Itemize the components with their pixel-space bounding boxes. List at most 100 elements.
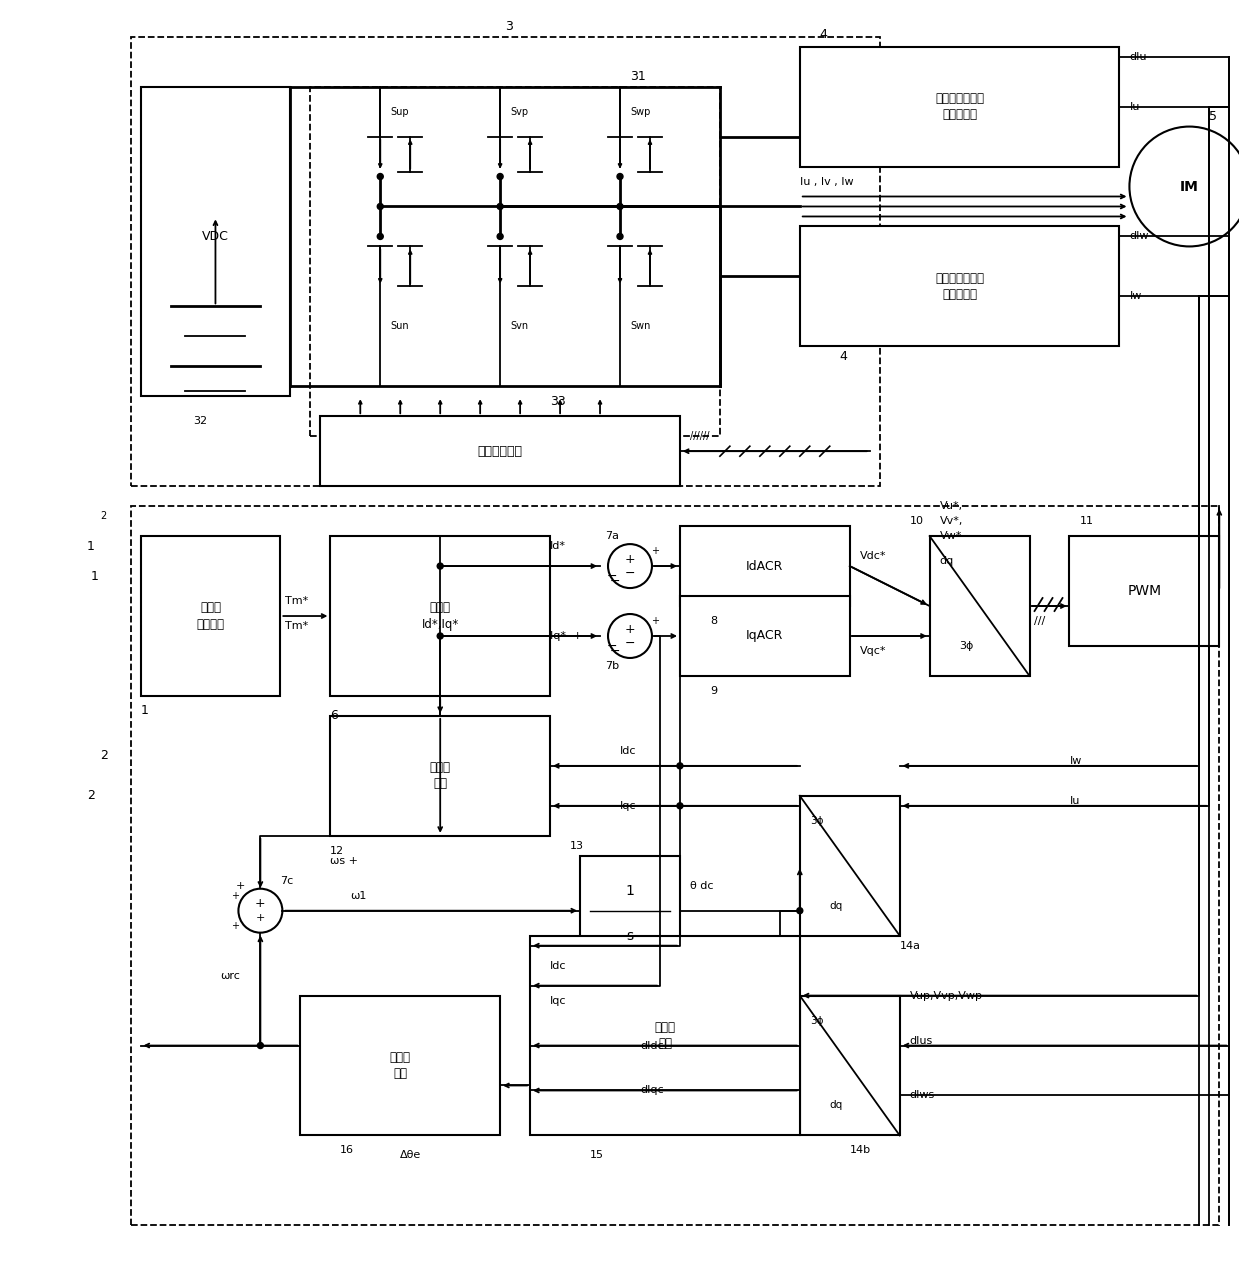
Text: ///: ///	[1034, 617, 1045, 625]
Text: Vw*: Vw*	[940, 532, 962, 541]
Text: Iu , Iv , Iw: Iu , Iv , Iw	[800, 176, 853, 186]
Text: dq: dq	[830, 900, 843, 910]
Text: 3: 3	[505, 20, 513, 33]
Text: 1: 1	[625, 884, 635, 898]
Text: 2: 2	[100, 749, 108, 762]
Text: +: +	[651, 546, 658, 556]
Text: 7c: 7c	[280, 876, 294, 886]
Text: 7a: 7a	[605, 532, 619, 541]
Text: 15: 15	[590, 1151, 604, 1161]
Bar	[800, 796, 900, 936]
Circle shape	[797, 908, 802, 914]
Circle shape	[377, 173, 383, 180]
Text: 3ϕ: 3ϕ	[810, 815, 823, 825]
Text: 产生器: 产生器	[430, 601, 450, 614]
Bar	[300, 995, 500, 1136]
Text: Iqc: Iqc	[551, 995, 567, 1005]
Text: Idc: Idc	[551, 961, 567, 971]
Bar	[930, 536, 1029, 676]
Bar	[680, 527, 849, 606]
Text: +: +	[255, 898, 265, 910]
Text: 速度: 速度	[393, 1067, 407, 1080]
Text: 31: 31	[630, 70, 646, 84]
Text: 13: 13	[570, 841, 584, 851]
Text: +: +	[236, 881, 246, 891]
Text: Id*,Iq*: Id*,Iq*	[422, 618, 459, 630]
Text: θ dc: θ dc	[689, 881, 713, 891]
Circle shape	[497, 173, 503, 180]
Text: −: −	[625, 567, 635, 580]
Text: Iq*  +: Iq* +	[551, 630, 583, 641]
Text: 14b: 14b	[849, 1146, 870, 1156]
Text: +: +	[625, 552, 635, 566]
Bar	[140, 536, 280, 696]
Circle shape	[377, 233, 383, 239]
Text: +: +	[651, 617, 658, 625]
Text: Vv*,: Vv*,	[940, 517, 963, 527]
Circle shape	[618, 173, 622, 180]
Text: dq: dq	[940, 556, 954, 566]
Bar	[800, 47, 1120, 167]
Circle shape	[677, 763, 683, 768]
Text: 估计器: 估计器	[655, 1020, 676, 1034]
Text: PWM: PWM	[1127, 584, 1162, 598]
Text: Idc: Idc	[620, 746, 636, 756]
Text: dIw: dIw	[1130, 232, 1149, 242]
Text: 5: 5	[1209, 110, 1218, 123]
Text: 10: 10	[910, 517, 924, 527]
Text: 产生器: 产生器	[200, 601, 221, 614]
Text: +: +	[232, 891, 239, 900]
Bar	[320, 417, 680, 486]
Bar	[531, 936, 800, 1136]
Text: Vu*,: Vu*,	[940, 501, 962, 511]
Text: dIqc: dIqc	[640, 1085, 663, 1095]
Text: 9: 9	[709, 686, 717, 696]
Circle shape	[618, 233, 622, 239]
Text: IM: IM	[1180, 180, 1199, 194]
Bar	[1069, 536, 1219, 646]
Text: −: −	[610, 575, 620, 587]
Text: dIdc: dIdc	[640, 1041, 663, 1051]
Text: 转差: 转差	[433, 777, 448, 790]
Text: Svn: Svn	[510, 322, 528, 332]
Text: Iu: Iu	[1069, 796, 1080, 806]
Text: Sup: Sup	[391, 106, 409, 116]
Text: 11: 11	[1080, 517, 1094, 527]
Circle shape	[497, 233, 503, 239]
Text: Sun: Sun	[391, 322, 409, 332]
Text: 3ϕ: 3ϕ	[810, 1015, 823, 1025]
Circle shape	[608, 544, 652, 587]
Text: 33: 33	[551, 395, 565, 408]
Text: Iqc: Iqc	[620, 801, 636, 810]
Text: dq: dq	[830, 1100, 843, 1110]
Bar	[680, 596, 849, 676]
Text: ω1: ω1	[351, 891, 367, 900]
Bar	[800, 227, 1120, 347]
Text: 8: 8	[709, 617, 717, 625]
Text: dIws: dIws	[910, 1090, 935, 1100]
Text: Δθe: Δθe	[401, 1151, 422, 1161]
Text: s: s	[626, 929, 634, 943]
Circle shape	[238, 889, 283, 933]
Text: 4: 4	[839, 349, 848, 363]
Text: //////: //////	[691, 432, 709, 442]
Text: 12: 12	[330, 846, 345, 856]
Text: 电流变化率检测: 电流变化率检测	[935, 272, 985, 285]
Circle shape	[438, 633, 443, 639]
Text: 2: 2	[100, 511, 107, 522]
Text: IqACR: IqACR	[746, 629, 784, 643]
Text: 电流检测／: 电流检测／	[942, 108, 977, 122]
Text: dIus: dIus	[910, 1036, 932, 1046]
Text: −: −	[625, 637, 635, 649]
Text: 6: 6	[330, 709, 339, 723]
Circle shape	[1130, 127, 1240, 247]
Bar	[310, 86, 720, 437]
Text: VDC: VDC	[202, 230, 229, 243]
Text: Vup,Vvp,Vwp: Vup,Vvp,Vwp	[910, 990, 982, 1000]
Text: −: −	[606, 639, 618, 652]
Text: 运算器: 运算器	[430, 761, 450, 775]
Text: 7b: 7b	[605, 661, 619, 671]
Text: 1: 1	[140, 704, 149, 718]
Text: Vqc*: Vqc*	[859, 646, 887, 656]
Text: 4: 4	[820, 28, 827, 42]
